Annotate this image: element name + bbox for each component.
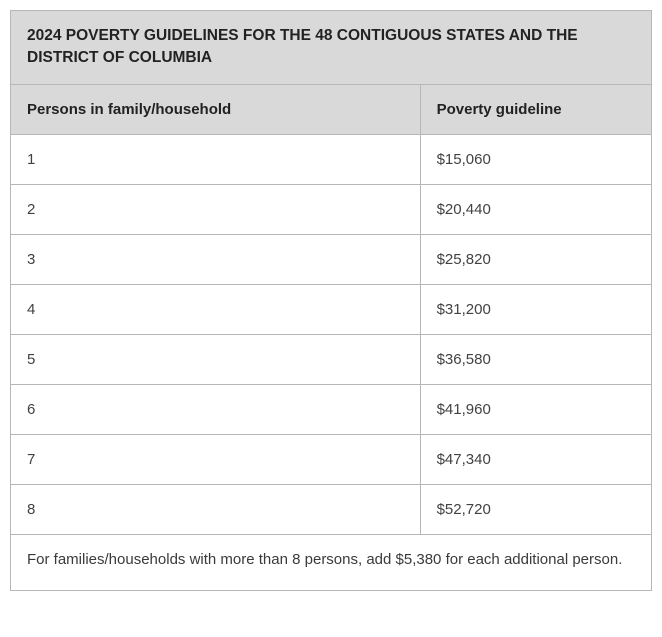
table-row: 7 $47,340	[11, 435, 651, 485]
table-row: 5 $36,580	[11, 335, 651, 385]
table-title: 2024 POVERTY GUIDELINES FOR THE 48 CONTI…	[11, 11, 651, 85]
col-header-guideline: Poverty guideline	[421, 85, 651, 134]
cell-guideline: $20,440	[421, 185, 651, 234]
table-row: 1 $15,060	[11, 135, 651, 185]
table-row: 6 $41,960	[11, 385, 651, 435]
cell-guideline: $31,200	[421, 285, 651, 334]
cell-guideline: $15,060	[421, 135, 651, 184]
cell-persons: 4	[11, 285, 421, 334]
cell-guideline: $25,820	[421, 235, 651, 284]
cell-persons: 2	[11, 185, 421, 234]
cell-guideline: $41,960	[421, 385, 651, 434]
table-row: 3 $25,820	[11, 235, 651, 285]
cell-guideline: $36,580	[421, 335, 651, 384]
col-header-persons: Persons in family/household	[11, 85, 421, 134]
cell-persons: 5	[11, 335, 421, 384]
table-row: 4 $31,200	[11, 285, 651, 335]
cell-persons: 1	[11, 135, 421, 184]
cell-persons: 6	[11, 385, 421, 434]
poverty-guidelines-table: 2024 POVERTY GUIDELINES FOR THE 48 CONTI…	[10, 10, 652, 591]
table-header-row: Persons in family/household Poverty guid…	[11, 85, 651, 135]
cell-persons: 8	[11, 485, 421, 534]
table-row: 8 $52,720	[11, 485, 651, 535]
table-row: 2 $20,440	[11, 185, 651, 235]
cell-guideline: $52,720	[421, 485, 651, 534]
cell-persons: 7	[11, 435, 421, 484]
cell-persons: 3	[11, 235, 421, 284]
table-footer-note: For families/households with more than 8…	[11, 535, 651, 590]
cell-guideline: $47,340	[421, 435, 651, 484]
